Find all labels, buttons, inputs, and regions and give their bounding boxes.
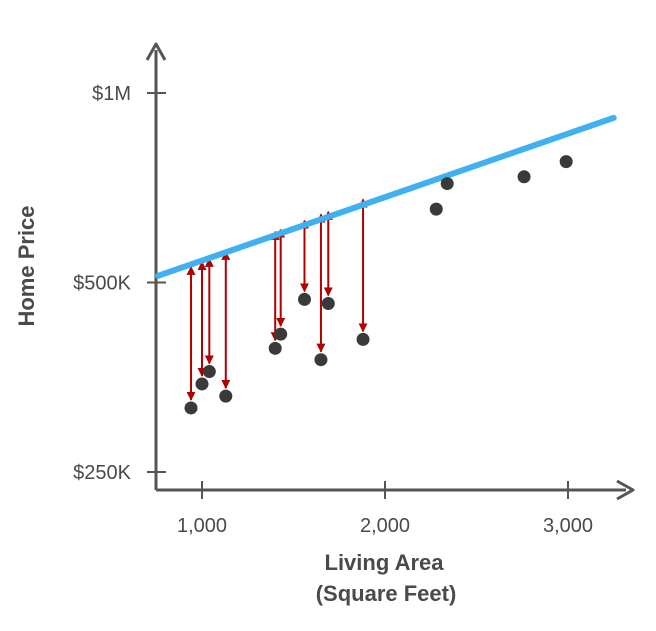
y-axis-title: Home Price xyxy=(14,205,39,326)
y-axis-arrow-icon xyxy=(145,42,167,61)
data-point xyxy=(219,389,233,403)
x-tick-label: 3,000 xyxy=(543,515,593,537)
data-point xyxy=(268,341,282,355)
regression-line-group xyxy=(155,114,617,279)
data-point xyxy=(297,292,311,306)
y-tick-label: $1M xyxy=(92,83,131,105)
data-point xyxy=(314,353,328,367)
data-point xyxy=(321,297,335,311)
x-axis-title-line-1: Living Area xyxy=(325,550,445,575)
x-tick-label: 2,000 xyxy=(360,515,410,537)
data-point xyxy=(517,170,531,184)
x-axis-arrow-icon xyxy=(616,479,635,501)
y-tick-label: $500K xyxy=(73,273,131,295)
data-point xyxy=(184,401,198,415)
data-point xyxy=(429,202,443,216)
data-point xyxy=(274,327,288,341)
x-axis-title-line-2: (Square Feet) xyxy=(316,581,457,606)
data-point xyxy=(195,377,209,391)
data-point xyxy=(559,155,573,169)
data-point xyxy=(202,365,216,379)
axes xyxy=(145,42,635,501)
x-tick-label: 1,000 xyxy=(177,515,227,537)
data-point xyxy=(440,177,454,191)
data-points xyxy=(184,155,573,415)
axis-tick-labels: $250K $500K $1M 1,000 2,000 3,000 xyxy=(73,83,593,537)
y-tick-label: $250K xyxy=(73,462,131,484)
residual-arrows xyxy=(186,198,368,401)
regression-line xyxy=(155,114,617,279)
axis-ticks xyxy=(147,92,569,499)
data-point xyxy=(356,332,370,346)
